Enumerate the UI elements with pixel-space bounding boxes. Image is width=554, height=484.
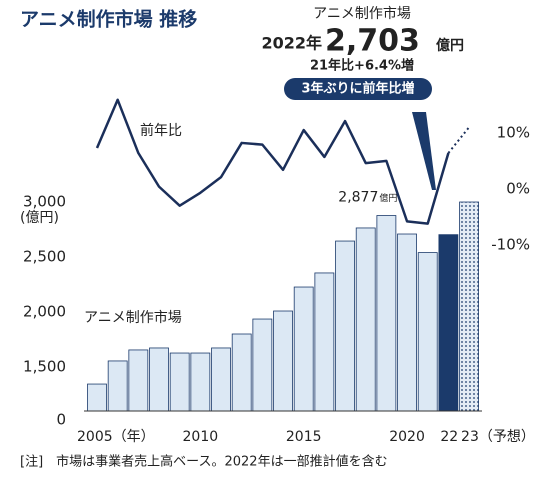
bar (438, 234, 459, 412)
x-tick-label: 2015 (286, 429, 322, 445)
bar (376, 215, 397, 412)
series-label: アニメ制作市場 (84, 309, 182, 326)
note: [注] 市場は事業者売上高ベース。2022年は一部推計値を含む (20, 454, 388, 470)
bar (87, 383, 107, 412)
bar (231, 333, 252, 412)
bar (459, 201, 479, 412)
y-tick-label: 2,500 (23, 248, 66, 266)
bar (273, 310, 293, 412)
x-tick-label: 2020 (389, 429, 425, 445)
y-tick-label: 0 (56, 411, 66, 429)
bar (190, 352, 211, 412)
badge-text: 3年ぶりに前年比増 (301, 81, 414, 97)
y-tick-label: 2,000 (23, 303, 66, 321)
x-tick-label: 2010 (183, 429, 219, 445)
bar (128, 349, 149, 412)
y-tick-label: 3,000 (23, 193, 66, 211)
chart-title: アニメ制作市場 推移 (20, 8, 197, 31)
bar (252, 318, 273, 412)
bar (211, 347, 231, 412)
value-label: 2,877 (338, 190, 378, 206)
y-tick-label: 1,500 (23, 358, 66, 376)
bar (417, 252, 438, 412)
annotation-year: 2022年 (261, 34, 322, 53)
bar (314, 272, 335, 412)
annotation-value: 2,703 (325, 24, 420, 59)
y2-tick-label: 10% (497, 123, 530, 141)
bar (169, 352, 190, 412)
bar (293, 286, 314, 412)
annotation-unit: 億円 (436, 37, 464, 54)
value-label-unit: 億円 (379, 192, 397, 204)
y2-tick-label: 0% (506, 179, 530, 197)
y2-tick-label: -10% (491, 235, 530, 253)
bar (397, 233, 417, 412)
annotation-heading: アニメ制作市場 (313, 5, 411, 22)
bar (107, 360, 128, 412)
annotation-change: 21年比+6.4%増 (310, 58, 414, 74)
bar (149, 347, 169, 412)
y-axis-label: (億円) (20, 210, 59, 226)
x-tick-label: 23（予想） (461, 429, 535, 445)
badge (284, 78, 432, 100)
x-tick-label: 22 (440, 429, 458, 445)
line (95, 98, 450, 225)
series-label: 前年比 (140, 122, 182, 139)
bar (355, 227, 376, 412)
pointer (412, 112, 436, 190)
bar (335, 240, 355, 412)
x-tick-label: 2005（年） (77, 429, 155, 445)
line-forecast (447, 126, 470, 154)
